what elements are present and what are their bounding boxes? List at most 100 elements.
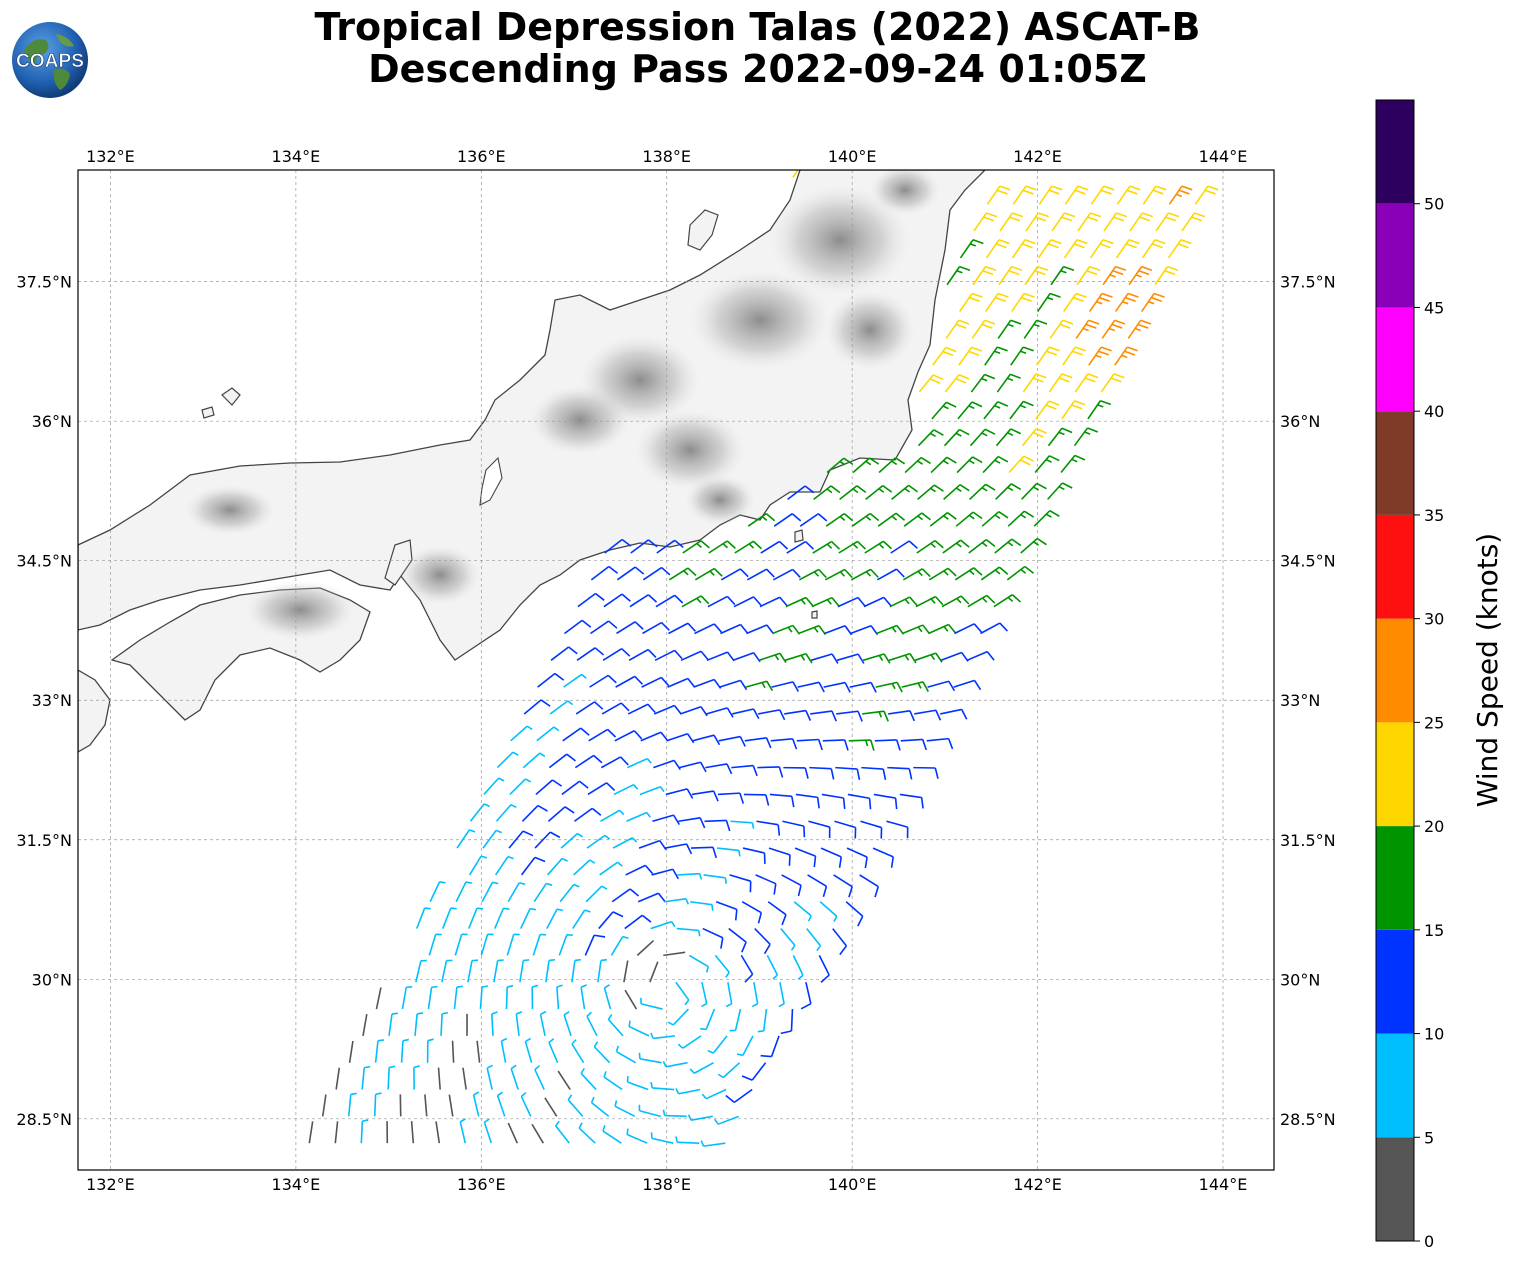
wind-barb: [555, 1120, 570, 1144]
wind-barb: [784, 709, 812, 721]
wind-barb: [638, 839, 667, 851]
wind-barb: [822, 739, 849, 751]
wind-barb: [558, 933, 573, 956]
wind-barb: [650, 1132, 674, 1144]
colorbar-tick-label: 50: [1424, 195, 1444, 214]
wind-barb: [668, 622, 697, 635]
wind-barb: [663, 951, 686, 957]
wind-barb: [1012, 185, 1037, 205]
wind-barb: [980, 622, 1008, 635]
wind-barb: [1021, 427, 1047, 447]
colorbar: 0 5 10 15 20 25 30 35 40 45 50: [1375, 99, 1444, 1251]
colorbar-segment: [1376, 100, 1414, 204]
wind-barb: [507, 1122, 519, 1144]
wind-barb: [611, 888, 640, 903]
wind-barb: [824, 568, 853, 581]
wind-barb: [1008, 455, 1034, 474]
wind-barb: [959, 239, 984, 259]
wind-barb: [662, 1061, 688, 1068]
wind-barb: [677, 872, 703, 880]
colorbar-tick-label: 15: [1424, 921, 1444, 940]
wind-barb: [630, 539, 658, 554]
wind-barb: [442, 907, 457, 929]
wind-barb: [875, 681, 903, 693]
wind-barb: [807, 874, 828, 898]
wind-barb: [1073, 427, 1099, 447]
wind-barb: [640, 731, 669, 742]
wind-barb: [520, 1091, 532, 1117]
wind-barb: [373, 1092, 382, 1117]
map-frame: [77, 169, 1275, 1171]
wind-barb: [798, 568, 827, 581]
wind-barb: [598, 911, 624, 930]
colorbar-tick-label: 40: [1424, 402, 1444, 421]
wind-barb: [599, 861, 623, 876]
wind-barb: [1061, 400, 1086, 420]
wind-barb: [612, 837, 638, 849]
wind-barb: [574, 754, 603, 769]
wind-barb: [982, 455, 1009, 474]
wind-barb: [890, 540, 918, 554]
izu-islands: [794, 529, 818, 619]
wind-barb: [604, 538, 632, 554]
colorbar-segment: [1376, 929, 1414, 1034]
colorbar-segment: [1376, 307, 1414, 412]
wind-barb: [563, 1011, 572, 1037]
grid-lines: [78, 170, 1274, 1170]
wind-barb: [994, 538, 1022, 554]
wind-barb: [793, 901, 812, 922]
wind-barb: [573, 859, 596, 876]
wind-barb: [437, 1067, 441, 1090]
wind-barb: [953, 679, 982, 691]
wind-barb: [680, 650, 709, 662]
wind-barb: [545, 958, 556, 983]
wind-barb: [1049, 319, 1074, 339]
wind-barb: [693, 678, 722, 689]
land-layer: [78, 170, 986, 753]
wind-barb: [662, 1109, 687, 1118]
wind-barb: [917, 429, 944, 447]
wind-barb: [679, 761, 707, 773]
wind-barb: [1076, 265, 1101, 286]
wind-barb: [584, 934, 606, 956]
wind-barb: [800, 982, 812, 1010]
wind-barb: [703, 874, 727, 884]
wind-barb: [626, 1075, 649, 1091]
colorbar-segment: [1376, 203, 1414, 308]
wind-barb: [834, 820, 857, 839]
wind-barb: [677, 1035, 702, 1049]
wind-barb: [544, 1097, 558, 1117]
wind-barb: [494, 907, 510, 929]
wind-barb: [792, 955, 804, 980]
wind-barb: [808, 820, 831, 839]
colorbar-segment: [1376, 618, 1414, 723]
wind-barb: [954, 567, 983, 581]
wind-barb: [515, 1011, 523, 1036]
wind-barb: [1100, 373, 1125, 393]
wind-barb: [782, 820, 806, 838]
wind-barb: [813, 485, 841, 500]
wind-barb: [600, 756, 629, 769]
wind-barb: [571, 1039, 585, 1064]
wind-barb: [751, 982, 759, 1008]
wind-barb: [580, 984, 587, 1010]
wind-barb: [1020, 537, 1047, 554]
wind-barb: [607, 1013, 624, 1037]
wind-barb: [602, 1125, 622, 1144]
wind-barb: [932, 346, 957, 366]
wind-barb: [756, 820, 781, 836]
wind-barb: [469, 803, 490, 822]
lon-tick-label: 142°E: [1013, 147, 1062, 166]
wind-barb: [837, 596, 866, 608]
wind-barb: [913, 766, 939, 779]
wind-barb: [535, 779, 563, 796]
lon-tick-label: 132°E: [86, 1175, 135, 1194]
wind-barb: [736, 1035, 754, 1057]
wind-barb: [639, 785, 665, 796]
wind-barb: [624, 914, 652, 930]
wind-barb: [914, 709, 942, 721]
wind-barb: [1103, 212, 1128, 232]
wind-barb: [1006, 565, 1035, 581]
wind-barb: [429, 881, 446, 903]
